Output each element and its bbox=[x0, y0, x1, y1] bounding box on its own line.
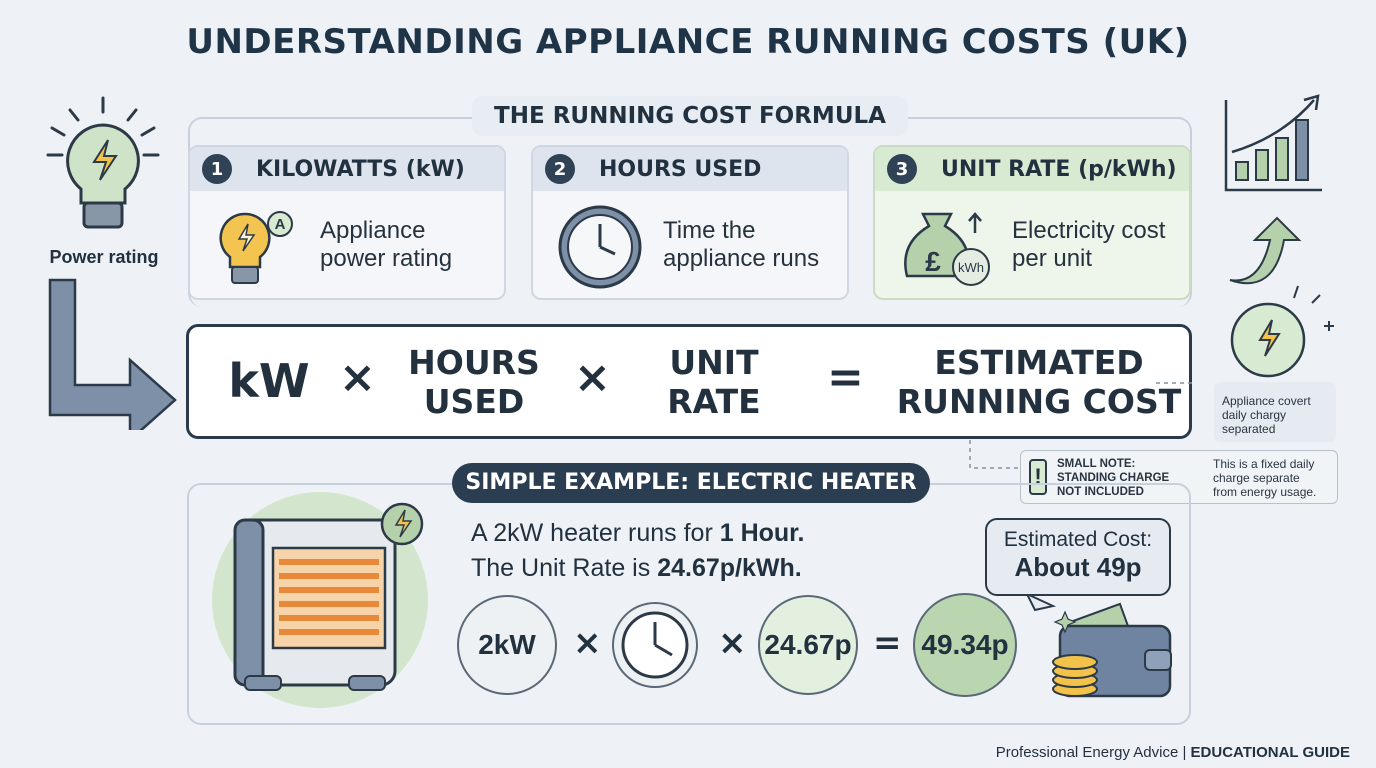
card-unit-rate: 3 UNIT RATE (p/kWh) £ kWh Electricity cos… bbox=[873, 145, 1191, 300]
side-note-line: separated bbox=[1222, 422, 1276, 436]
bulb-icon: A bbox=[219, 211, 293, 284]
icon-pound: £ bbox=[925, 246, 941, 277]
power-rating-label: Power rating bbox=[49, 247, 159, 267]
bubble-label: Estimated Cost: bbox=[1003, 528, 1153, 551]
equation-term: kW bbox=[209, 327, 329, 436]
wallet-illustration bbox=[1025, 594, 1172, 698]
term-text: ESTIMATED bbox=[934, 342, 1144, 382]
equation-term: ESTIMATED RUNNING COST bbox=[889, 327, 1189, 436]
example-result: 49.34p bbox=[913, 593, 1017, 697]
example-operator: × bbox=[573, 623, 602, 663]
term-text: RUNNING COST bbox=[896, 381, 1182, 421]
formula-title: THE RUNNING COST FORMULA bbox=[472, 96, 908, 136]
equation-operator: × bbox=[339, 352, 376, 403]
bubble-value: About 49p bbox=[1014, 552, 1142, 582]
example-highlight: 24.67p/kWh. bbox=[657, 554, 802, 582]
note-connector bbox=[969, 382, 1192, 469]
heater-illustration bbox=[212, 492, 428, 708]
note-title-line: SMALL NOTE: bbox=[1057, 458, 1136, 470]
card-desc: power rating bbox=[320, 245, 453, 272]
estimate-bubble: Estimated Cost: About 49p bbox=[985, 518, 1171, 596]
equation-term: UNIT RATE bbox=[629, 327, 799, 436]
card-desc: appliance runs bbox=[663, 245, 820, 272]
card-desc: per unit bbox=[1012, 245, 1093, 272]
card-title: UNIT RATE (p/kWh) bbox=[941, 156, 1177, 182]
card-number: 1 bbox=[202, 154, 232, 184]
note-text-line: This is a fixed daily bbox=[1213, 457, 1315, 471]
side-note-line: daily chargy bbox=[1222, 408, 1287, 422]
example-title: SIMPLE EXAMPLE: ELECTRIC HEATER bbox=[452, 463, 930, 503]
card-title: KILOWATTS (kW) bbox=[256, 156, 465, 182]
example-operator: = bbox=[873, 623, 902, 663]
icon-kwh: kWh bbox=[958, 260, 984, 275]
money-bag-icon: £ kWh bbox=[904, 212, 990, 286]
left-illustration bbox=[46, 96, 177, 430]
equation-box: kW × HOURS USED × UNIT RATE = ESTIMATED RUN… bbox=[186, 324, 1192, 439]
card-desc: Time the bbox=[663, 217, 756, 244]
example-text: A 2kW heater runs for 1 Hour. The Unit R… bbox=[471, 516, 804, 586]
note-text-line: charge separate bbox=[1213, 471, 1300, 485]
clock-icon bbox=[558, 205, 642, 289]
note-text: This is a fixed daily charge separate from… bbox=[1213, 457, 1316, 499]
side-note: Appliance covert daily chargy separated bbox=[1214, 382, 1336, 442]
note-title-line: NOT INCLUDED bbox=[1057, 486, 1144, 498]
note-text-line: from energy usage. bbox=[1213, 485, 1317, 499]
footer-text: Professional Energy Advice | bbox=[995, 744, 1191, 761]
equation-term: HOURS USED bbox=[389, 327, 559, 436]
icon-letter: A bbox=[275, 216, 286, 233]
footer-label: EDUCATIONAL GUIDE bbox=[1190, 744, 1350, 761]
example-line: A 2kW heater runs for bbox=[471, 519, 720, 547]
equation-operator: = bbox=[827, 352, 864, 403]
side-note-line: Appliance covert bbox=[1222, 394, 1311, 408]
term-text: USED bbox=[423, 381, 525, 421]
example-line: The Unit Rate is bbox=[471, 554, 658, 582]
note-title-line: STANDING CHARGE bbox=[1057, 472, 1170, 484]
card-number: 2 bbox=[545, 154, 575, 184]
footer: Professional Energy Advice | EDUCATIONAL… bbox=[996, 744, 1350, 761]
note-title: SMALL NOTE: STANDING CHARGE NOT INCLUDED bbox=[1057, 457, 1169, 499]
page-title: UNDERSTANDING APPLIANCE RUNNING COSTS (U… bbox=[186, 22, 1190, 62]
card-desc: Appliance bbox=[320, 217, 426, 244]
term-text: UNIT bbox=[669, 342, 759, 382]
term-text: HOURS bbox=[408, 342, 540, 382]
example-highlight: 1 Hour. bbox=[719, 519, 805, 547]
card-kilowatts: 1 KILOWATTS (kW) A Appliance power rating bbox=[188, 145, 506, 300]
term-text: RATE bbox=[667, 381, 761, 421]
right-illustration bbox=[1224, 94, 1334, 378]
term-text: kW bbox=[228, 354, 310, 408]
note-mark: ! bbox=[1029, 459, 1047, 495]
example-circle: 2kW bbox=[457, 595, 557, 695]
example-operator: × bbox=[718, 623, 747, 663]
card-number: 3 bbox=[887, 154, 917, 184]
card-hours: 2 HOURS USED Time the appliance runs bbox=[531, 145, 849, 300]
card-title: HOURS USED bbox=[599, 156, 762, 182]
equation-operator: × bbox=[574, 352, 611, 403]
example-circle: 24.67p bbox=[758, 595, 858, 695]
example-clock bbox=[612, 602, 698, 688]
card-desc: Electricity cost bbox=[1012, 217, 1166, 244]
